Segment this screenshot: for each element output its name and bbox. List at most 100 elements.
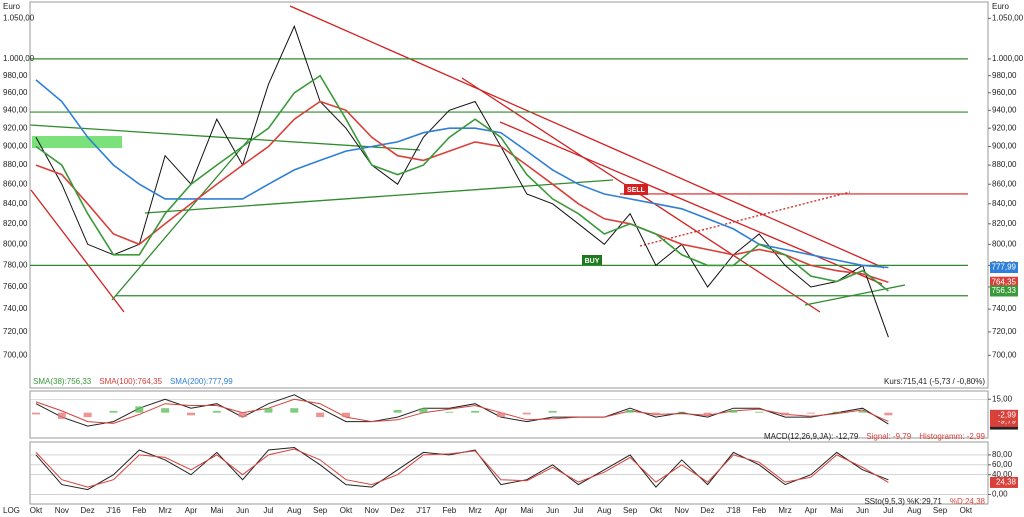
histogram-bar <box>781 412 790 416</box>
value-box <box>990 415 1018 427</box>
y-tick-label: 900,00 <box>992 142 1017 151</box>
value-box <box>990 409 1018 421</box>
x-tick-label: J'18 <box>726 506 741 515</box>
x-tick-label: Dez <box>81 506 95 515</box>
histogram-bar <box>135 406 144 413</box>
sell-badge <box>624 184 648 195</box>
x-tick-label: Okt <box>340 506 353 515</box>
trend-line <box>29 124 421 151</box>
x-tick-label: Jul <box>573 506 583 515</box>
x-tick-label: Aug <box>597 506 611 515</box>
x-tick-label: Sep <box>623 506 638 515</box>
y-tick-label-left: 740,00 <box>3 304 28 313</box>
histogram-bar <box>419 408 428 413</box>
x-tick-label: Dez <box>700 506 714 515</box>
y-tick-label: 740,00 <box>992 304 1017 313</box>
x-tick-label: Mrz <box>158 506 171 515</box>
y-tick-label-left: 860,00 <box>3 179 28 188</box>
value-box-label: 756,33 <box>992 286 1017 295</box>
stoch-frame <box>29 441 989 505</box>
value-box <box>990 262 1018 274</box>
histogram-bar <box>341 412 350 418</box>
histogram-bar <box>832 411 841 413</box>
macd-frame <box>29 390 989 439</box>
value-box-label: -9,79 <box>998 417 1017 426</box>
histogram-bar <box>238 412 247 418</box>
y-tick-label: 40,00 <box>992 470 1013 479</box>
x-tick-label: Jun <box>546 506 559 515</box>
histogram-bar <box>677 411 686 413</box>
y-tick-label: 980,00 <box>992 71 1017 80</box>
histogram-bar <box>109 410 118 413</box>
histogram-bar <box>83 412 92 418</box>
histogram-bar <box>212 410 221 413</box>
x-tick-label: Sep <box>933 506 948 515</box>
y-tick-label: 15,00 <box>992 394 1013 403</box>
y-tick-label-left: 1.000,00 <box>3 54 35 63</box>
histogram-bar <box>161 408 170 413</box>
x-tick-label: Nov <box>675 506 689 515</box>
y-tick-label: 720,00 <box>992 327 1017 336</box>
value-box-label: 777,99 <box>992 263 1017 272</box>
histogram-bar <box>858 410 867 413</box>
caption-entry: Histogramm: -2,99 <box>919 432 985 441</box>
buy-label: BUY <box>585 258 600 265</box>
x-tick-label: Nov <box>365 506 379 515</box>
histogram-bar <box>651 412 660 416</box>
histogram-bar <box>471 410 480 413</box>
y-tick-label: 1.050,00 <box>992 13 1024 22</box>
indicator-line <box>35 394 889 427</box>
y-tick-label-left: 760,00 <box>3 282 28 291</box>
y-tick-label: 960,00 <box>992 88 1017 97</box>
y-tick-label-left: 900,00 <box>3 142 28 151</box>
x-tick-label: Aug <box>907 506 921 515</box>
unit-label: Euro <box>3 2 20 11</box>
sell-label: SELL <box>627 187 646 194</box>
x-tick-label: Okt <box>960 506 973 515</box>
histogram-bar <box>445 411 454 413</box>
histogram-bar <box>393 409 402 413</box>
histogram-bar <box>57 412 66 419</box>
y-tick-label-left: 940,00 <box>3 105 28 114</box>
y-tick-label: 840,00 <box>992 199 1017 208</box>
trend-line <box>30 189 125 313</box>
histogram-bar <box>264 408 273 413</box>
x-tick-label: Jul <box>883 506 893 515</box>
x-tick-label: Sep <box>313 506 328 515</box>
histogram-bar <box>548 410 557 413</box>
indicator-line <box>35 448 889 488</box>
legend-entry: SMA(100):764,35 <box>99 377 162 386</box>
x-tick-label: Okt <box>30 506 43 515</box>
x-tick-label: Mrz <box>778 506 791 515</box>
histogram-bar <box>522 412 531 415</box>
histogram-bar <box>290 408 299 413</box>
y-tick-label: 80,00 <box>992 450 1013 459</box>
x-tick-label: Mai <box>210 506 223 515</box>
y-tick-label-left: 980,00 <box>3 71 28 80</box>
histogram-bar <box>626 409 635 413</box>
x-tick-label: Aug <box>287 506 301 515</box>
y-tick-label-left: 700,00 <box>3 350 28 359</box>
trend-line <box>111 137 251 301</box>
trend-line <box>804 284 906 306</box>
x-tick-label: Mai <box>830 506 843 515</box>
trend-line <box>289 5 885 269</box>
unit-label-right: Euro <box>992 2 1009 11</box>
quote-label: Kurs:715,41 (-5,73 / -0,80%) <box>884 377 985 386</box>
legend-entry: SMA(200):777,99 <box>170 377 233 386</box>
x-tick-label: J'17 <box>416 506 431 515</box>
y-tick-label: 700,00 <box>992 350 1017 359</box>
x-tick-label: Jul <box>263 506 273 515</box>
caption-entry: SSto(9,5,3) %K:29,71 <box>864 497 942 506</box>
y-tick-label-left: 720,00 <box>3 327 28 336</box>
indicator-line <box>35 398 889 424</box>
x-tick-label: Mai <box>520 506 533 515</box>
x-tick-label: Jun <box>236 506 249 515</box>
caption-entry: %D:24,38 <box>950 497 986 506</box>
y-tick-label: 940,00 <box>992 105 1017 114</box>
y-tick-label: 800,00 <box>992 239 1017 248</box>
zone <box>32 136 122 148</box>
y-tick-label-left: 840,00 <box>3 199 28 208</box>
value-box <box>990 285 1018 297</box>
